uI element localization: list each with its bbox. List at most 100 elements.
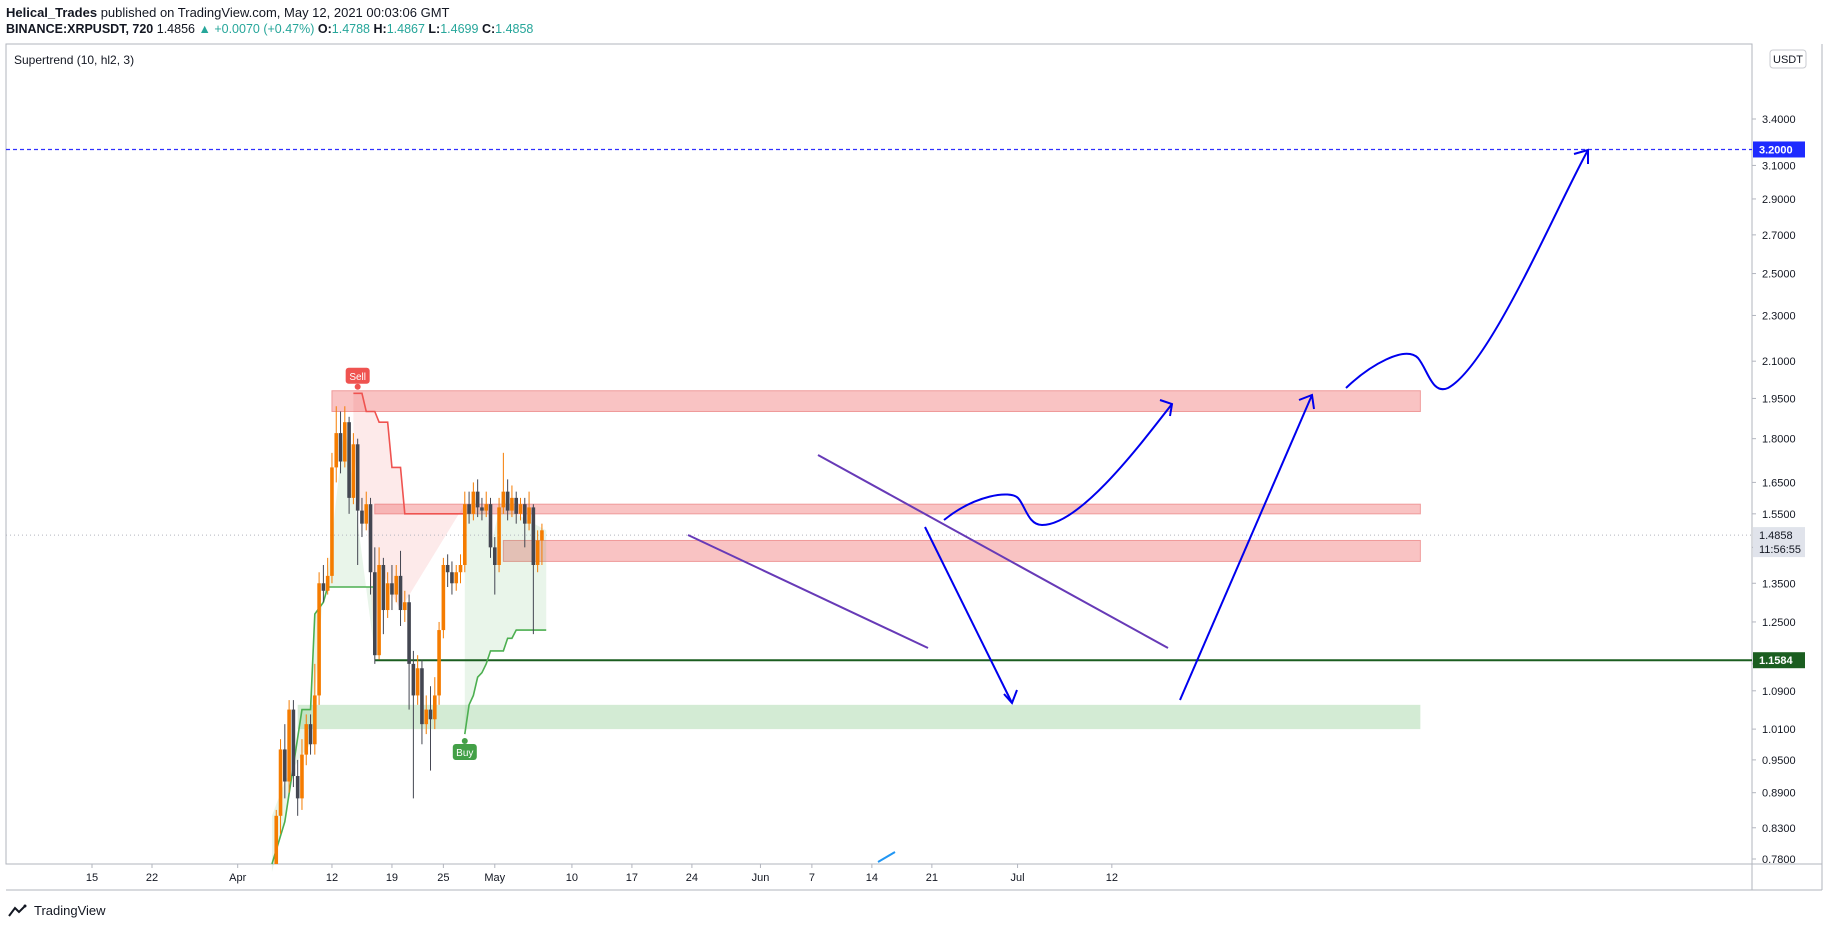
y-tick-label: 1.2500: [1762, 617, 1796, 629]
candle-body[interactable]: [505, 491, 510, 511]
candle-body[interactable]: [317, 583, 321, 696]
candle-body[interactable]: [364, 504, 369, 524]
candle-body[interactable]: [531, 507, 536, 565]
candle-body[interactable]: [308, 724, 313, 745]
candle-body[interactable]: [501, 491, 506, 508]
currency-button-frame[interactable]: [1769, 49, 1807, 69]
candle-body[interactable]: [522, 504, 527, 524]
candle-body[interactable]: [373, 572, 377, 656]
candle-body[interactable]: [518, 504, 523, 514]
candle-body[interactable]: [347, 422, 351, 498]
publisher-name[interactable]: Helical_Trades: [6, 5, 98, 20]
sell-signal-badge[interactable]: [345, 367, 370, 384]
candle-body[interactable]: [497, 507, 501, 565]
candle-body[interactable]: [338, 433, 343, 462]
y-tick-label: 2.9000: [1762, 194, 1796, 206]
candle-body[interactable]: [291, 709, 296, 777]
candle-body[interactable]: [415, 668, 420, 696]
candle-body[interactable]: [510, 497, 514, 511]
candle-body[interactable]: [424, 709, 429, 725]
candle-body[interactable]: [450, 572, 454, 584]
scenario-arrow-target[interactable]: [1345, 149, 1589, 391]
candle-body[interactable]: [330, 467, 334, 576]
candle-body[interactable]: [313, 695, 317, 745]
signal-dot: [461, 738, 468, 745]
candle-body[interactable]: [390, 583, 394, 595]
y-tick-label: 1.6500: [1762, 477, 1796, 489]
candle-body[interactable]: [480, 507, 484, 511]
candle-body[interactable]: [484, 504, 489, 511]
candle-body[interactable]: [467, 504, 471, 514]
plot-frame: [5, 43, 1753, 865]
candle-body[interactable]: [488, 504, 493, 548]
candle-body[interactable]: [411, 663, 416, 696]
candle-body[interactable]: [274, 815, 279, 864]
candle-body[interactable]: [283, 749, 287, 782]
candle-body[interactable]: [445, 564, 450, 573]
candle-body[interactable]: [385, 583, 390, 611]
candle-body[interactable]: [403, 602, 407, 611]
open-label: O:: [317, 22, 332, 36]
candle-body[interactable]: [355, 444, 360, 511]
candle-body[interactable]: [475, 491, 480, 508]
resistance-zone[interactable]: [502, 539, 1421, 562]
candle-body[interactable]: [437, 630, 441, 696]
wedge-lower-line[interactable]: [687, 534, 929, 649]
candle-body[interactable]: [527, 507, 531, 524]
candle-body[interactable]: [300, 754, 304, 799]
support-zone[interactable]: [297, 704, 1421, 730]
candle-body[interactable]: [295, 776, 300, 799]
candle-body[interactable]: [441, 564, 446, 631]
candle-body[interactable]: [420, 668, 424, 725]
candle-body[interactable]: [381, 564, 386, 611]
footer: TradingView: [8, 903, 106, 918]
candle-body[interactable]: [407, 602, 411, 664]
candle-body[interactable]: [368, 504, 373, 573]
indicator-label[interactable]: Supertrend (10, hl2, 3): [14, 53, 134, 67]
candle-body[interactable]: [360, 510, 364, 524]
candle-body[interactable]: [394, 575, 399, 595]
candle-body[interactable]: [462, 504, 467, 565]
footer-brand[interactable]: TradingView: [34, 903, 106, 918]
candle-body[interactable]: [535, 540, 540, 565]
close-value: 1.4858: [495, 22, 534, 36]
candle-body[interactable]: [377, 564, 381, 656]
candle-body[interactable]: [278, 749, 283, 816]
candle-body[interactable]: [428, 709, 433, 720]
candle-body[interactable]: [433, 695, 437, 720]
candle-body[interactable]: [398, 575, 403, 611]
candle-body[interactable]: [471, 491, 476, 514]
resistance-zone[interactable]: [374, 503, 1421, 515]
candle-body[interactable]: [351, 444, 356, 498]
candle-body[interactable]: [304, 724, 309, 755]
scenario-arrow-recovery[interactable]: [1179, 394, 1313, 701]
candle-body[interactable]: [321, 583, 326, 591]
candle-body[interactable]: [343, 422, 347, 462]
candle-body[interactable]: [334, 433, 339, 468]
time-axis[interactable]: 15 22 Apr 12 19 25 May 10 17 24 Jun 7 14 21 Jul 12: [86, 864, 1118, 884]
candle-body[interactable]: [514, 497, 519, 514]
candle-body[interactable]: [325, 575, 330, 591]
scenario-arrow-rally[interactable]: [943, 403, 1173, 527]
candle-body[interactable]: [540, 530, 544, 541]
supertrend-up-line[interactable]: [271, 586, 375, 865]
x-tick-label: 7: [809, 872, 815, 884]
candle-body[interactable]: [454, 572, 459, 584]
wedge-upper-line[interactable]: [817, 454, 1169, 649]
candle-body[interactable]: [287, 709, 291, 782]
partial-drawing-line[interactable]: [877, 851, 896, 863]
supertrend-down-line[interactable]: [353, 392, 465, 515]
y-tick-label: 0.8300: [1762, 823, 1796, 835]
supertrend-up2-line[interactable]: [464, 629, 547, 735]
currency-button[interactable]: USDT: [1773, 54, 1803, 66]
candle-body[interactable]: [492, 547, 497, 565]
x-tick-label: 19: [386, 872, 398, 884]
price-axis[interactable]: 3.4000 3.1000 2.9000 2.7000 2.5000 2.3000 2.10…: [1752, 114, 1796, 866]
scenario-arrow-drop[interactable]: [924, 526, 1013, 704]
buy-signal-badge[interactable]: [452, 744, 477, 761]
supertrend-down-fill: [353, 393, 465, 656]
candle-body[interactable]: [458, 564, 463, 573]
y-tick-label: 0.8900: [1762, 788, 1796, 800]
resistance-zone[interactable]: [331, 390, 1421, 412]
